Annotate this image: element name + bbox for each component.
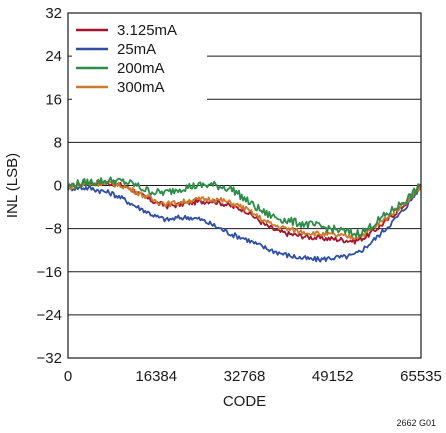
series-line-25mA (67, 185, 422, 263)
x-tick-labels: 0 16384 32768 49152 65535 (64, 368, 442, 385)
legend: 3.125mA 25mA 200mA 300mA (76, 22, 177, 96)
series-line-200mA (67, 176, 422, 238)
x-tick-label: 32768 (224, 368, 266, 385)
legend-label: 200mA (117, 60, 165, 77)
legend-label: 300mA (117, 79, 165, 96)
y-tick-label: −8 (45, 221, 62, 238)
series-lines (67, 176, 422, 263)
legend-label: 3.125mA (117, 22, 177, 39)
y-tick-label: −32 (37, 350, 62, 367)
y-tick-label: 24 (45, 48, 62, 65)
y-tick-label: 8 (54, 134, 62, 151)
figure-id: 2662 G01 (396, 418, 436, 428)
y-tick-label: −24 (37, 307, 62, 324)
x-tick-label: 16384 (135, 368, 177, 385)
y-tick-label: 32 (45, 5, 62, 22)
x-tick-label: 0 (64, 368, 72, 385)
x-tick-label: 65535 (400, 368, 442, 385)
series-line-3.125mA (67, 180, 422, 245)
y-tick-label: 0 (54, 178, 62, 195)
y-axis-title: INL (LSB) (4, 153, 21, 218)
y-tick-label: 16 (45, 91, 62, 108)
y-tick-label: −16 (37, 264, 62, 281)
legend-background (72, 18, 207, 108)
x-axis-title: CODE (223, 393, 266, 410)
x-tick-label: 49152 (312, 368, 354, 385)
legend-label: 25mA (117, 41, 156, 58)
series-line-300mA (67, 180, 422, 240)
plot-frame (67, 12, 422, 359)
y-tick-labels: 32 24 16 8 0 −8 −16 −24 −32 (37, 5, 62, 367)
